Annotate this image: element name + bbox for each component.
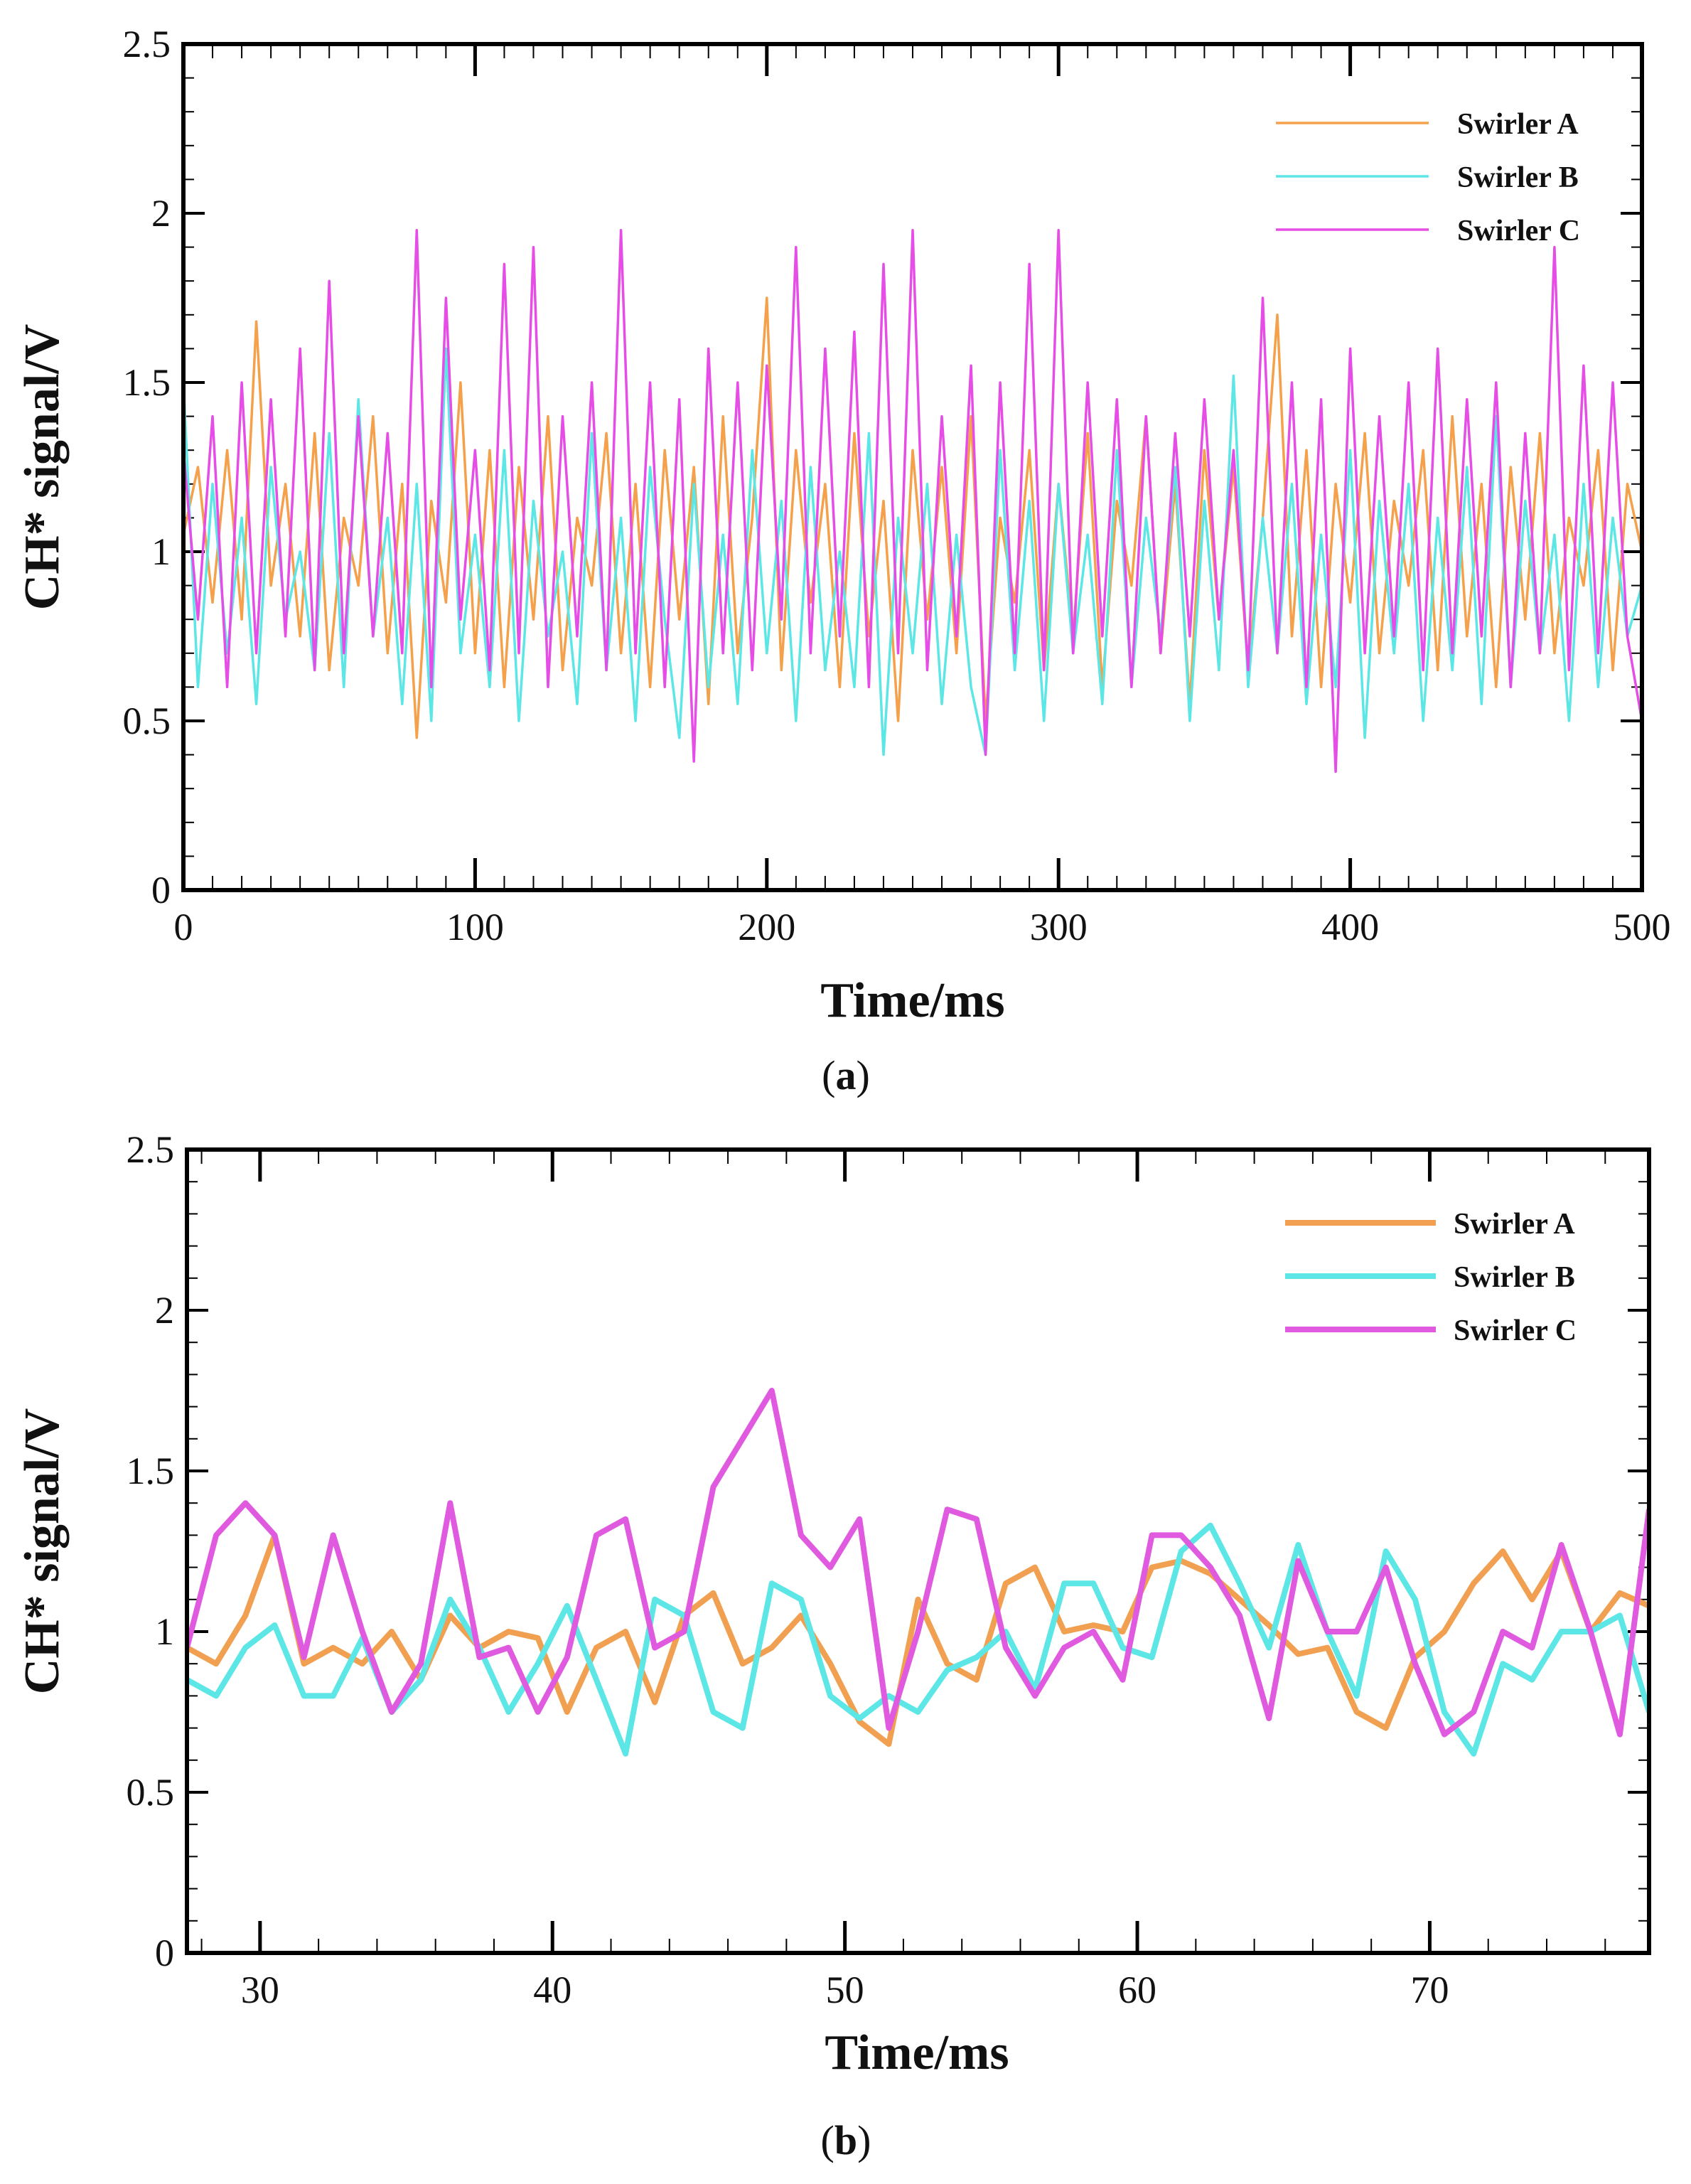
panel-a-y-tick-label: 2.5 (123, 23, 171, 65)
panel-b-y-tick-label: 0 (155, 1932, 174, 1974)
panel-a-y-tick-label: 0 (151, 869, 171, 911)
panel-a-legend-label: Swirler C (1457, 215, 1580, 247)
panel-a-x-tick-label: 400 (1321, 906, 1379, 948)
panel-a-tick-labels: 0 0.5 1 1.5 2 2.5 0 100 200 300 400 500 (123, 23, 1671, 948)
panel-b-y-tick-label: 0.5 (127, 1771, 175, 1814)
panel-b-x-tick-label: 70 (1410, 1969, 1449, 2011)
panel-b-tick-labels: 0 0.5 1 1.5 2 2.5 30 40 50 60 70 (127, 1128, 1449, 2011)
panel-a-legend-label: Swirler A (1457, 108, 1579, 141)
panel-a: 0 0.5 1 1.5 2 2.5 0 100 200 300 400 500 Time/ms CH*… (15, 23, 1671, 1098)
panel-b-x-tick-label: 40 (533, 1969, 571, 2011)
panel-b-y-axis-title: CH* signal/V (15, 1408, 70, 1695)
panel-a-plot-frame (181, 42, 1644, 892)
panel-b-x-tick-label: 30 (241, 1969, 279, 2011)
panel-a-caption-letter: a (836, 1052, 857, 1098)
panel-b-y-tick-label: 1 (155, 1610, 174, 1653)
panel-b-series-swirler-c (187, 1388, 1649, 1738)
panel-a-series (183, 229, 1642, 774)
panel-b-series (187, 1388, 1649, 1757)
panel-a-x-tick-label: 300 (1030, 906, 1088, 948)
panel-a-series-swirler-c (183, 229, 1642, 774)
panel-a-y-tick-label: 1.5 (123, 361, 171, 404)
panel-b-legend-label: Swirler C (1454, 1315, 1577, 1347)
panel-b-legend-label: Swirler B (1454, 1261, 1575, 1294)
panel-b-legend-label: Swirler A (1454, 1208, 1575, 1241)
panel-b-legend: Swirler A Swirler B Swirler C (1285, 1208, 1577, 1347)
panel-b: 0 0.5 1 1.5 2 2.5 30 40 50 60 70 Time/ms CH* signa… (15, 1128, 1651, 2163)
panel-b-y-tick-label: 2.5 (127, 1128, 175, 1171)
panel-b-y-tick-label: 2 (155, 1289, 174, 1332)
panel-b-caption: (b) (821, 2117, 871, 2163)
panel-a-x-tick-label: 200 (738, 906, 795, 948)
panel-a-y-tick-label: 0.5 (123, 700, 171, 742)
panel-b-caption-letter: b (834, 2117, 857, 2163)
panel-a-y-tick-label: 2 (151, 192, 171, 235)
panel-a-x-tick-label: 0 (174, 906, 193, 948)
panel-a-x-tick-label: 100 (446, 906, 504, 948)
panel-b-x-tick-label: 60 (1118, 1969, 1156, 2011)
panel-a-y-tick-label: 1 (151, 530, 171, 573)
panel-a-grid-ticks (181, 43, 1644, 892)
panel-a-legend: Swirler A Swirler B Swirler C (1276, 108, 1580, 247)
panel-a-x-tick-label: 500 (1614, 906, 1671, 948)
panel-a-series-swirler-a (183, 296, 1642, 739)
panel-b-x-tick-label: 50 (826, 1969, 864, 2011)
panel-b-plot-frame (185, 1147, 1651, 1955)
panel-a-caption: (a) (822, 1052, 870, 1098)
panel-a-series-swirler-b (183, 347, 1642, 756)
panel-a-x-axis-title: Time/ms (820, 973, 1004, 1028)
panel-b-y-tick-label: 1.5 (127, 1450, 175, 1492)
panel-b-series-swirler-b (187, 1522, 1649, 1757)
panel-a-y-axis-title: CH* signal/V (15, 324, 70, 611)
panel-a-legend-label: Swirler B (1457, 161, 1579, 194)
panel-b-x-axis-title: Time/ms (825, 2025, 1009, 2080)
